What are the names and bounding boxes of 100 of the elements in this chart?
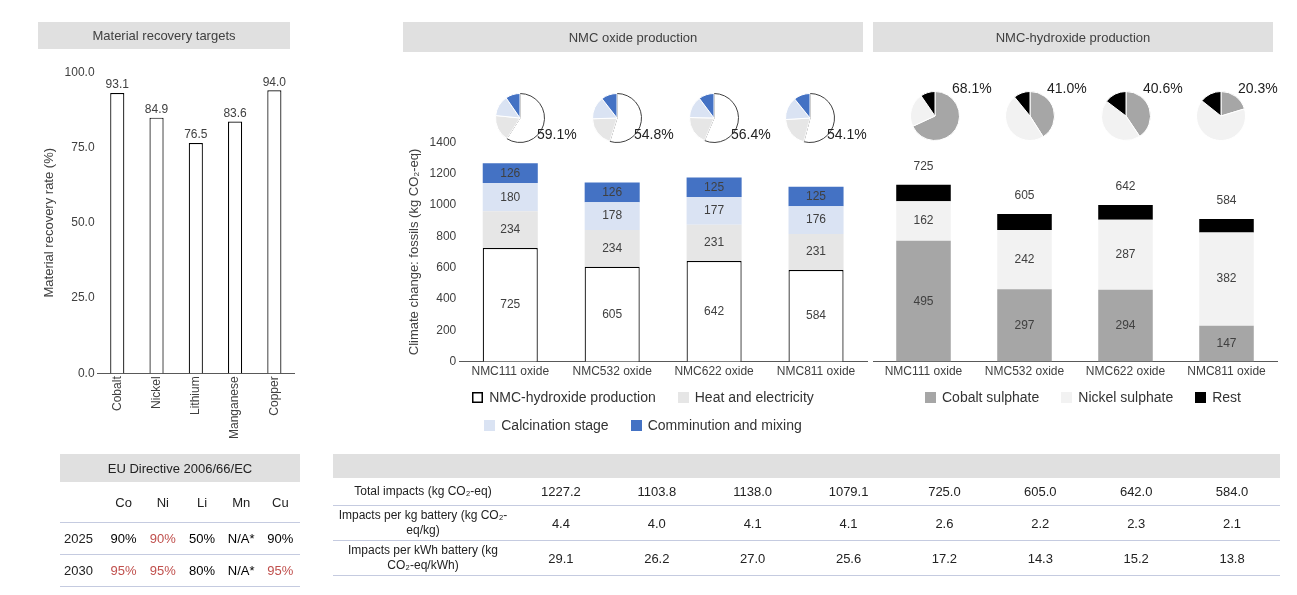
text: 1103.8 [637, 484, 677, 499]
y-tick-label: 1400 [429, 134, 457, 149]
data-label: 176 [806, 212, 827, 227]
y-tick-label: 1000 [429, 197, 457, 212]
text: EU Directive 2006/66/EC [60, 454, 300, 482]
text: N/A* [227, 563, 255, 578]
data-label: 178 [602, 208, 623, 223]
legend-label: Rest [1212, 389, 1242, 405]
legend-label: Calcination stage [501, 417, 609, 433]
text: 4.1 [839, 515, 858, 531]
text: 95% [267, 563, 294, 578]
bar [482, 211, 538, 248]
text: 29.1 [548, 550, 574, 566]
bar [584, 230, 640, 267]
category-label: Li [182, 482, 222, 523]
y-tick-label: 50.0 [71, 215, 95, 230]
chart-title: NMC-hydroxide production [873, 22, 1273, 52]
text: 13.8 [1219, 550, 1245, 566]
data-label: 605 [602, 306, 623, 321]
bar [997, 289, 1052, 362]
bar [896, 184, 951, 202]
data-label: 234 [602, 240, 623, 255]
x-tick-label: NMC622 oxide [674, 364, 755, 379]
x-tick-label: Nickel [148, 376, 163, 409]
y-tick-label: 400 [436, 291, 457, 306]
data-label: 126 [602, 184, 623, 199]
text: 95% [110, 563, 137, 578]
x-tick-label: NMC111 oxide [884, 364, 963, 379]
text: 26.2 [644, 550, 670, 566]
data-label: 162 [913, 213, 934, 228]
text: 15.2 [1123, 550, 1149, 566]
text: 17.2 [931, 550, 958, 566]
bar [482, 163, 538, 184]
x-tick-label: NMC622 oxide [1085, 364, 1166, 379]
text: 14.3 [1027, 550, 1053, 566]
legend-label: Comminution and mixing [647, 417, 802, 433]
bar [1199, 232, 1254, 326]
y-axis-title: Material recovery rate (%) [41, 147, 57, 298]
y-tick-label: 100.0 [64, 64, 95, 79]
data-label: 287 [1115, 247, 1136, 262]
bar [686, 177, 742, 198]
total-label: 584 [1216, 193, 1237, 208]
data-label: 54.1% [827, 126, 867, 142]
bar [1098, 219, 1153, 290]
legend-label: Nickel sulphate [1078, 389, 1174, 405]
data-label: 125 [704, 179, 725, 194]
text: 2.2 [1031, 515, 1050, 531]
data-label: 147 [1216, 335, 1237, 350]
x-tick-label: Cobalt [109, 375, 124, 411]
category-label: 2025 [64, 531, 93, 546]
bar [584, 202, 640, 231]
data-label: 242 [1014, 251, 1035, 266]
total-label: 605 [1014, 188, 1035, 203]
text: 95% [149, 563, 176, 578]
text: 90% [267, 531, 294, 546]
x-tick-label: Lithium [188, 376, 203, 415]
text: 27.0 [740, 550, 766, 566]
text: 605.0 [1024, 484, 1057, 499]
text: 725.0 [928, 484, 961, 499]
y-tick-label: 1200 [429, 165, 457, 180]
y-axis-title: Climate change: fossils (kg CO₂-eq) [406, 148, 422, 356]
data-label: 126 [500, 165, 521, 180]
data-label: 83.6 [223, 105, 248, 120]
text: 4.0 [647, 515, 666, 531]
bar [896, 240, 951, 362]
bar [788, 206, 844, 234]
text: 80% [188, 563, 215, 578]
y-tick-label: 0 [449, 353, 457, 368]
data-label: 297 [1014, 317, 1035, 332]
data-label: 54.8% [634, 126, 674, 142]
total-label: 642 [1115, 179, 1136, 194]
data-label: 177 [704, 203, 725, 218]
data-label: 234 [500, 221, 521, 236]
y-tick-label: 800 [436, 228, 457, 243]
text: N/A* [227, 531, 255, 546]
data-label: 642 [704, 303, 725, 318]
bar [1199, 325, 1254, 362]
data-label: 382 [1216, 271, 1237, 286]
text: 2.3 [1127, 515, 1146, 531]
text: 4.1 [743, 515, 762, 531]
category-label: Total impacts (kg CO₂-eq) [354, 484, 492, 498]
text: 584.0 [1215, 484, 1249, 499]
x-tick-label: NMC532 oxide [984, 364, 1065, 379]
legend-label: Cobalt sulphate [941, 389, 1040, 405]
bar [1098, 289, 1153, 362]
y-tick-label: 0.0 [77, 365, 95, 380]
data-label: 725 [500, 297, 521, 312]
x-tick-label: NMC811 oxide [776, 364, 856, 379]
data-label: 56.4% [731, 126, 771, 142]
data-label: 584 [806, 308, 827, 323]
bar [997, 213, 1052, 231]
data-label: 125 [806, 188, 827, 203]
text: 25.6 [835, 550, 862, 566]
data-label: 41.0% [1047, 80, 1087, 96]
bar [482, 183, 538, 212]
category-label: Impacts per kg battery (kg CO₂-eq/kg) [338, 508, 508, 537]
x-tick-label: NMC111 oxide [471, 364, 550, 379]
data-label: 231 [806, 244, 827, 259]
chart-title: NMC oxide production [403, 22, 863, 52]
category-label: Impacts per kWh battery (kg CO₂-eq/kWh) [347, 543, 499, 572]
